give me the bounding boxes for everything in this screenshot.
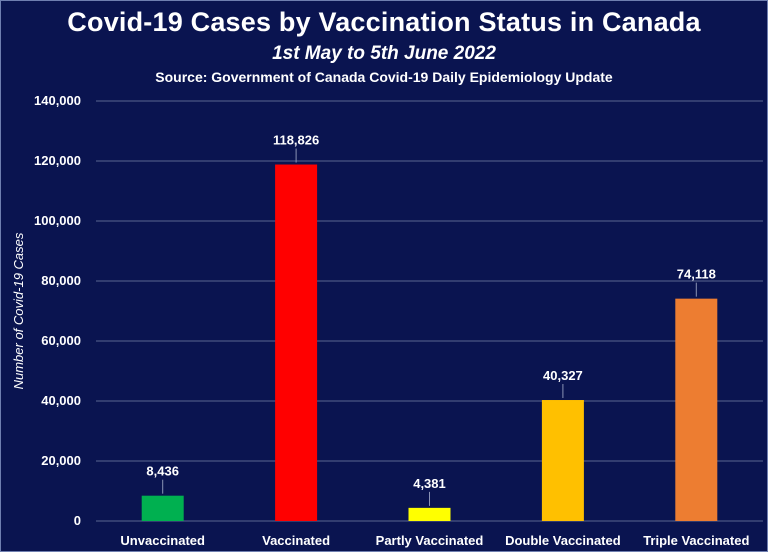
data-labels: 8,436 118,826 4,381 40,327 74,118 xyxy=(146,133,716,506)
data-label: 4,381 xyxy=(413,476,446,491)
x-axis-ticks: Unvaccinated Vaccinated Partly Vaccinated D… xyxy=(120,533,749,548)
chart-source: Source: Government of Canada Covid-19 Da… xyxy=(155,69,613,85)
x-tick-label: Partly Vaccinated xyxy=(376,533,484,548)
gridlines xyxy=(96,100,763,522)
bar xyxy=(408,507,451,521)
y-tick-label: 100,000 xyxy=(34,213,81,228)
data-label: 74,118 xyxy=(677,267,716,282)
data-label: 8,436 xyxy=(146,464,179,479)
x-tick-label: Triple Vaccinated xyxy=(643,533,749,548)
y-tick-label: 0 xyxy=(74,513,81,528)
bars xyxy=(141,164,718,521)
x-tick-label: Double Vaccinated xyxy=(505,533,621,548)
x-tick-label: Vaccinated xyxy=(262,533,330,548)
data-label: 118,826 xyxy=(273,133,319,148)
y-tick-label: 60,000 xyxy=(41,333,81,348)
chart-subtitle: 1st May to 5th June 2022 xyxy=(272,43,496,64)
y-tick-label: 20,000 xyxy=(41,453,81,468)
y-tick-label: 140,000 xyxy=(34,93,81,108)
bar xyxy=(275,164,318,521)
bar xyxy=(141,495,184,521)
data-label: 40,327 xyxy=(543,368,583,383)
y-tick-label: 40,000 xyxy=(41,393,81,408)
chart-title: Covid-19 Cases by Vaccination Status in … xyxy=(67,7,701,37)
y-axis-ticks: 0 20,000 40,000 60,000 80,000 100,000 120,000 1… xyxy=(34,93,81,528)
y-axis-label: Number of Covid-19 Cases xyxy=(11,232,26,389)
y-tick-label: 80,000 xyxy=(41,273,81,288)
y-tick-label: 120,000 xyxy=(34,153,81,168)
x-tick-label: Unvaccinated xyxy=(120,533,205,548)
bar xyxy=(541,400,584,521)
bar xyxy=(675,298,718,521)
